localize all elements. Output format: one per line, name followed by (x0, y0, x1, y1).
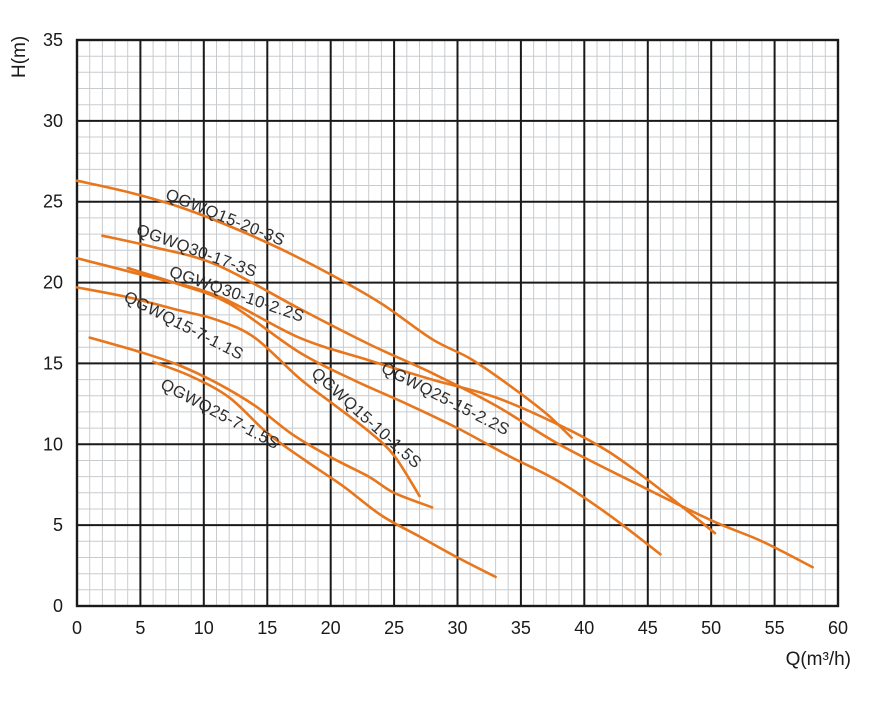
curve-QGWQ15-10-1.5S (151, 360, 497, 579)
x-tick-label: 0 (72, 618, 82, 638)
y-tick-label: 25 (43, 192, 63, 212)
x-tick-label: 15 (257, 618, 277, 638)
curve-group (75, 179, 814, 579)
curve-QGWQ25-7-1.5S (88, 336, 434, 509)
x-tick-label: 45 (638, 618, 658, 638)
curve-label-QGWQ25-7-1.5S: QGWQ25-7-1.5S (158, 375, 283, 453)
x-tick-label: 35 (511, 618, 531, 638)
y-axis-title: H(m) (9, 36, 30, 78)
x-tick-label: 30 (447, 618, 467, 638)
y-tick-label: 35 (43, 30, 63, 50)
y-tick-label: 0 (53, 596, 63, 616)
y-tick-label: 15 (43, 353, 63, 373)
y-tick-label: 10 (43, 434, 63, 454)
y-tick-label: 30 (43, 111, 63, 131)
x-tick-label: 55 (765, 618, 785, 638)
x-tick-label: 40 (574, 618, 594, 638)
curve-QGWQ25-15-2.2S (126, 266, 662, 556)
x-tick-label: 60 (828, 618, 848, 638)
y-tick-label: 20 (43, 273, 63, 293)
x-tick-label: 25 (384, 618, 404, 638)
curve-label-group: QGWQ15-20-3SQGWQ30-17-3SQGWQ30-10-2.2SQG… (121, 186, 512, 473)
tick-label-group: 0 5 10 15 20 25 30 35 40 45 50 55 60 0 5 10 15 20 25 30 35 (43, 30, 848, 638)
x-tick-label: 10 (194, 618, 214, 638)
curve-QGWQ15-20-3S (75, 179, 573, 440)
x-tick-label: 20 (321, 618, 341, 638)
x-axis-title: Q(m³/h) (786, 649, 851, 670)
curve-QGWQ15-7-1.1S (75, 286, 421, 498)
y-tick-label: 5 (53, 515, 63, 535)
x-tick-label: 50 (701, 618, 721, 638)
plot-border (75, 38, 840, 608)
x-tick-label: 5 (135, 618, 145, 638)
